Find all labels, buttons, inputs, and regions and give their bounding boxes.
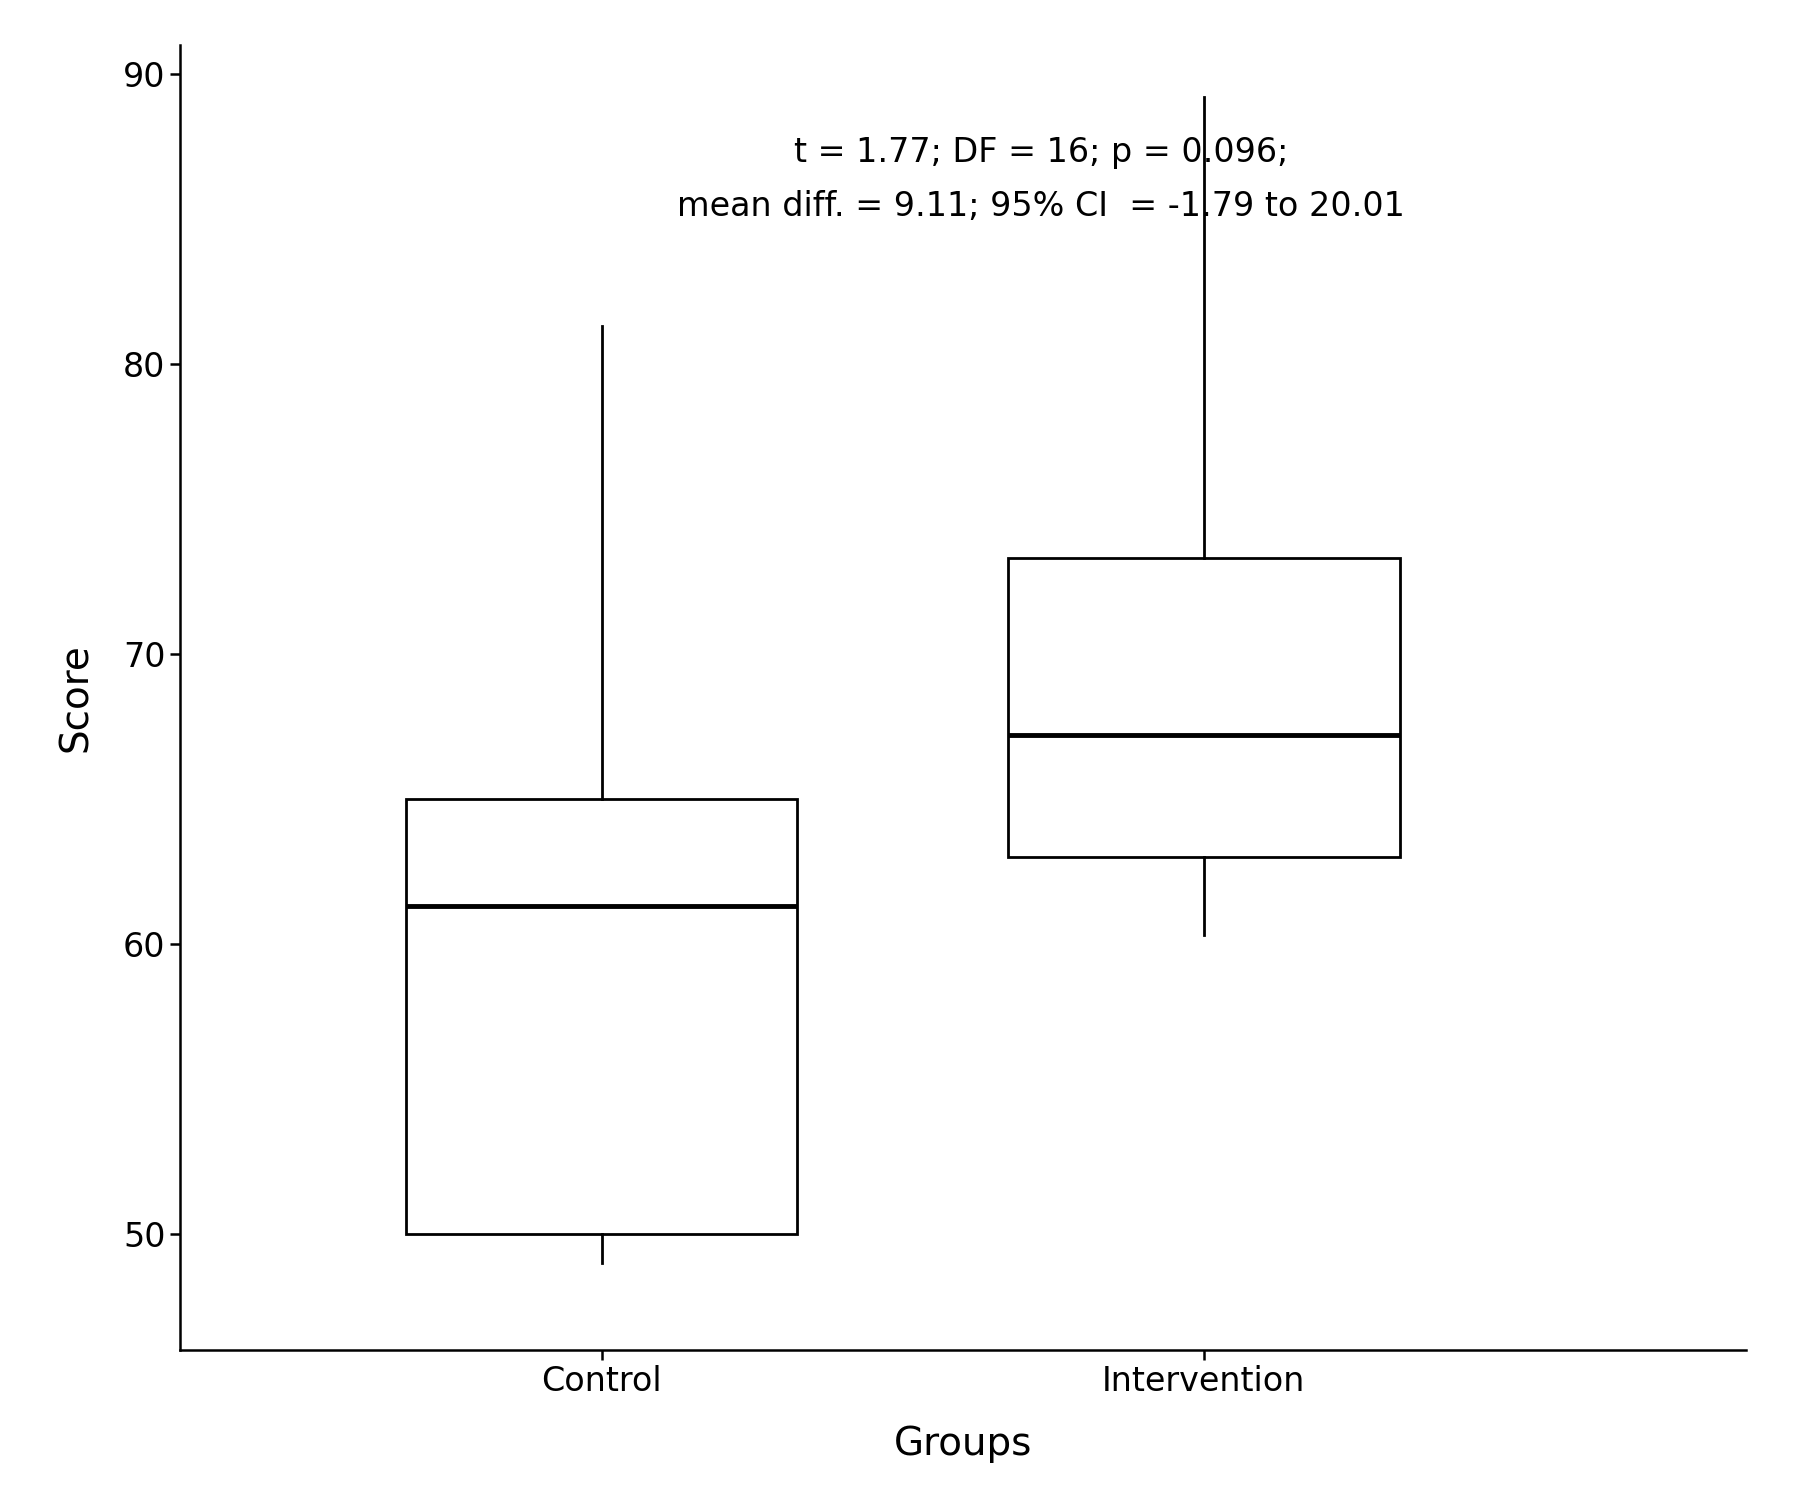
PathPatch shape — [405, 800, 797, 1234]
X-axis label: Groups: Groups — [895, 1425, 1031, 1464]
Text: t = 1.77; DF = 16; p = 0.096;
mean diff. = 9.11; 95% CI  = -1.79 to 20.01: t = 1.77; DF = 16; p = 0.096; mean diff.… — [677, 136, 1406, 224]
PathPatch shape — [1008, 558, 1400, 856]
Y-axis label: Score: Score — [58, 644, 95, 752]
